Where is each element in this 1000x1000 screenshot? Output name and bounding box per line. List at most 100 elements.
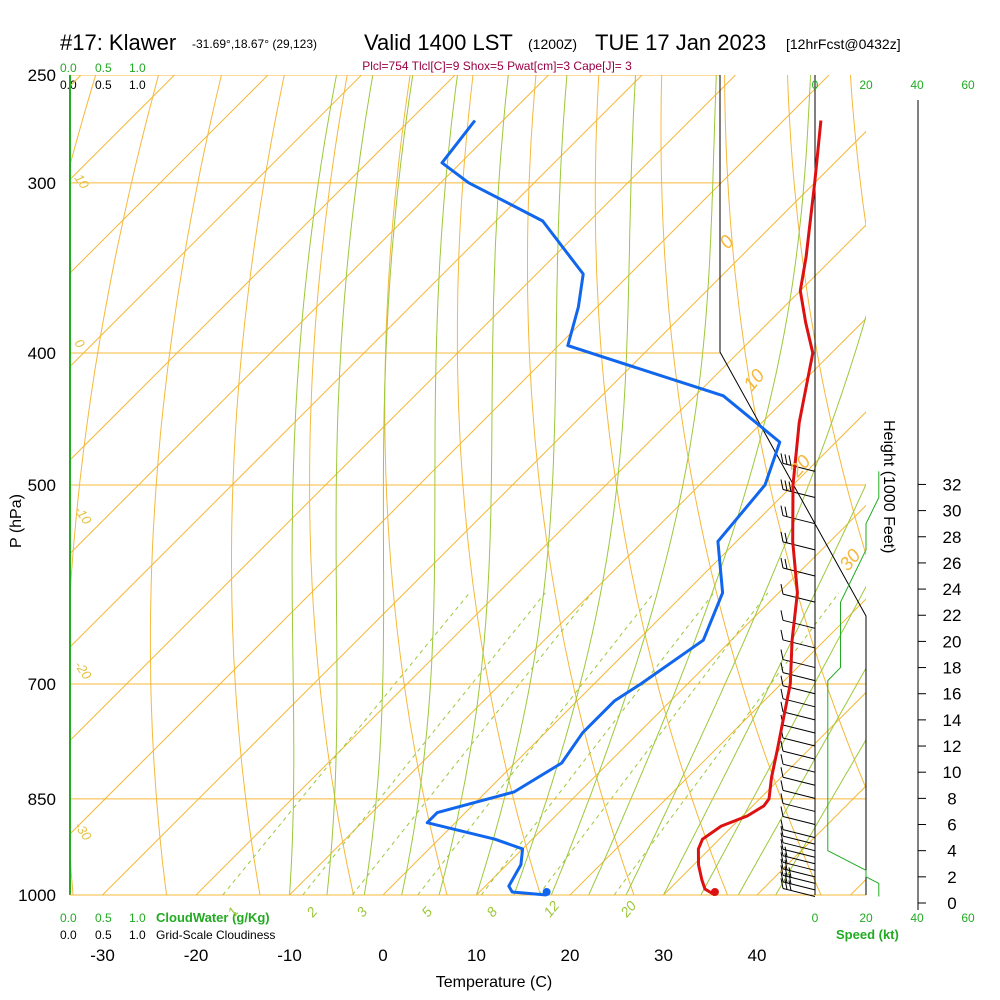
bottom-cloudiness-scale-05: 0.5	[95, 928, 112, 942]
temperature-axis: -30 -20 -10 0 10 20 30 40	[90, 946, 766, 965]
bottom-cloud-scale-0: 0.0	[60, 911, 77, 925]
top-cloudiness-scale-05: 0.5	[95, 78, 112, 92]
temp-tick-0: 0	[378, 946, 387, 965]
pressure-tick-500: 500	[28, 476, 56, 495]
height-tick-16: 16	[943, 685, 962, 704]
speed-axis-label: Speed (kt)	[836, 927, 899, 942]
isotherm-label--20: -20	[72, 658, 96, 683]
cloudiness-label: Grid-Scale Cloudiness	[156, 928, 275, 942]
isotherm-label--30: -30	[72, 819, 96, 844]
wind-barb	[780, 714, 816, 734]
moist-adiabat-line	[363, 75, 414, 895]
dry-adiabat-line	[384, 75, 448, 895]
wind-barb	[780, 858, 816, 878]
wind-barb	[780, 871, 816, 891]
wind-barb	[780, 453, 816, 472]
bottom-cloudiness-scale-1: 1.0	[129, 928, 146, 942]
sounding-params: Plcl=754 Tlcl[C]=9 Shox=5 Pwat[cm]=3 Cap…	[362, 59, 632, 73]
temperature-profile	[696, 120, 823, 897]
bottom-cloudiness-scale-0: 0.0	[60, 928, 77, 942]
top-cloud-scale-0: 0.0	[60, 61, 77, 75]
isotherm-label-0: 0	[72, 336, 89, 351]
mixing-ratio-label-12: 12	[540, 898, 562, 920]
height-tick-0: 0	[947, 894, 956, 913]
dry-adiabat-line	[976, 75, 1000, 895]
height-tick-14: 14	[943, 711, 962, 730]
top-cloudiness-scale-1: 1.0	[129, 78, 146, 92]
isotherm-line	[70, 75, 456, 461]
wind-barb	[780, 845, 816, 865]
isotherm-line	[476, 504, 866, 895]
temp-tick--10: -10	[277, 946, 302, 965]
wind-barbs	[780, 453, 816, 897]
bottom-cloud-scale: 0.0 0.5 1.0 CloudWater (g/Kg) 0.0 0.5 1.…	[60, 910, 275, 942]
moist-adiabat-line	[326, 75, 374, 895]
dry-adiabat-line	[231, 75, 285, 895]
pressure-tick-300: 300	[28, 174, 56, 193]
wind-barb	[780, 832, 816, 852]
pressure-tick-850: 850	[28, 790, 56, 809]
temp-tick-40: 40	[748, 946, 767, 965]
dry-adiabat-line	[527, 75, 635, 895]
moist-adiabat-line	[775, 738, 866, 895]
wind-barb	[780, 557, 816, 577]
wind-barb	[780, 878, 816, 897]
moist-adiabat-line	[289, 75, 337, 895]
wind-speed-profile	[827, 471, 880, 897]
moist-adiabat-line	[663, 483, 866, 895]
height-tick-12: 12	[943, 737, 962, 756]
station-title: #17: Klawer	[60, 30, 176, 55]
wind-speed-bottom-scale: 0 20 40 60 Speed (kt)	[812, 911, 975, 942]
utc-time: (1200Z)	[528, 36, 577, 52]
isotherm-label--10: -10	[72, 503, 96, 528]
dry-adiabat-label-0: 0	[716, 231, 739, 253]
valid-time: Valid 1400 LST	[364, 30, 513, 55]
wind-barb	[780, 479, 816, 499]
surface-dewpoint-marker	[542, 888, 551, 896]
isotherm-line	[569, 598, 866, 895]
speed-bottom-20: 20	[859, 911, 873, 925]
height-tick-20: 20	[943, 632, 962, 651]
dewpoint-profile	[425, 119, 782, 897]
dry-adiabat-label-30: 30	[836, 545, 866, 575]
speed-top-60: 60	[961, 78, 975, 92]
wind-barb	[780, 584, 816, 603]
wind-barb	[780, 865, 816, 884]
wind-barb	[780, 819, 816, 839]
mixing-ratio-label-5: 5	[418, 904, 435, 920]
mixing-ratio-label-2: 2	[302, 904, 320, 921]
moist-adiabat-line	[438, 75, 509, 895]
temp-tick-20: 20	[561, 946, 580, 965]
dry-adiabat-line	[456, 75, 541, 895]
mixing-ratio-line	[222, 592, 470, 895]
wind-barb	[780, 649, 816, 669]
height-tick-10: 10	[943, 763, 962, 782]
mixing-ratio-line	[538, 592, 769, 895]
plot-frame	[69, 75, 867, 896]
top-cloud-scale-05: 0.5	[95, 61, 112, 75]
mixing-ratio-label-3: 3	[353, 904, 370, 920]
wind-barb	[780, 767, 816, 786]
surface-temperature-marker	[710, 888, 719, 896]
mixing-ratio-line	[302, 592, 546, 895]
pressure-tick-250: 250	[28, 66, 56, 85]
bottom-cloud-scale-1: 1.0	[129, 911, 146, 925]
dry-adiabat-line	[70, 75, 159, 895]
wind-speed-top-scale: 0 20 40 60	[812, 78, 975, 92]
temp-tick--30: -30	[90, 946, 115, 965]
wind-barb	[780, 852, 816, 871]
top-cloud-scale-1: 1.0	[129, 61, 146, 75]
wind-barb	[780, 662, 816, 682]
temp-tick-30: 30	[654, 946, 673, 965]
height-tick-6: 6	[947, 816, 956, 835]
wind-barb	[780, 505, 816, 525]
height-tick-30: 30	[943, 502, 962, 521]
thermo-grid	[70, 75, 1000, 895]
temp-tick-10: 10	[467, 946, 486, 965]
height-tick-8: 8	[947, 789, 956, 808]
moist-adiabat-line	[550, 75, 717, 895]
forecast-info: [12hrFcst@0432z]	[786, 36, 901, 52]
pressure-axis: 250 300 400 500 700 850 1000	[18, 66, 56, 905]
height-tick-2: 2	[947, 868, 956, 887]
